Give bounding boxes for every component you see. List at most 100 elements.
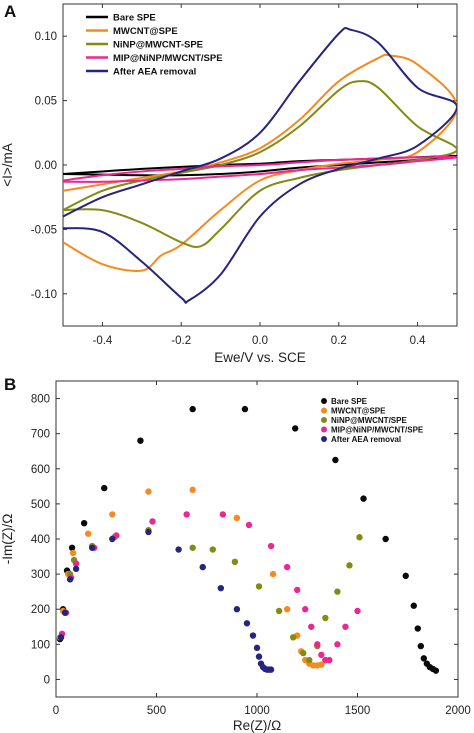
data-point-mwcnt-spe <box>283 606 291 613</box>
data-point-bare-spe <box>417 642 425 650</box>
data-point-after-aea-removal <box>199 563 206 571</box>
data-point-mip-ninp-mwcnt-spe <box>267 542 275 550</box>
data-point-after-aea-removal <box>175 546 182 553</box>
data-point-mip-ninp-mwcnt-spe <box>314 641 321 648</box>
data-point-mip-ninp-mwcnt-spe <box>308 623 315 630</box>
legend-marker <box>321 407 327 414</box>
data-point-mip-ninp-mwcnt-spe <box>342 623 349 630</box>
x-tick-label: -0.2 <box>171 335 191 347</box>
y-tick-label: 300 <box>31 569 50 581</box>
data-point-mwcnt-spe <box>233 514 241 522</box>
y-tick-label: 0.00 <box>35 160 57 172</box>
data-point-mip-ninp-mwcnt-spe <box>149 518 156 525</box>
y-axis-label: -Im(Z)/Ω <box>0 514 15 565</box>
data-point-bare-spe <box>241 405 249 413</box>
data-point-mwcnt-spe <box>189 486 196 494</box>
legend-label: MWCNT@SPE <box>113 26 178 37</box>
data-point-after-aea-removal <box>253 644 261 652</box>
data-point-mip-ninp-mwcnt-spe <box>334 641 341 648</box>
data-point-after-aea-removal <box>109 535 116 543</box>
x-tick-label: 1000 <box>244 705 270 717</box>
y-tick-label: 100 <box>31 639 50 651</box>
data-point-mip-ninp-mwcnt-spe <box>219 511 227 518</box>
data-point-bare-spe <box>68 544 76 551</box>
legend-label: NiNP@MWCNT-SPE <box>113 40 203 51</box>
x-tick-label: -0.4 <box>92 335 112 347</box>
series-line-after-aea-removal <box>63 26 457 304</box>
legend-label: MIP@NiNP/MWCNT/SPE <box>113 53 223 64</box>
x-axis-label: Re(Z)/Ω <box>233 718 281 733</box>
data-point-mip-ninp-mwcnt-spe <box>326 656 333 664</box>
x-tick-label: 0.2 <box>331 335 347 347</box>
legend-label: NiNP@MWCNT/SPE <box>331 416 407 425</box>
data-point-ninp-mwcnt-spe <box>231 558 239 566</box>
data-point-after-aea-removal <box>88 544 96 551</box>
data-point-ninp-mwcnt-spe <box>189 544 196 551</box>
data-point-mwcnt-spe <box>109 511 116 518</box>
data-point-after-aea-removal <box>217 584 225 592</box>
data-point-ninp-mwcnt-spe <box>255 583 263 590</box>
data-point-ninp-mwcnt-spe <box>322 614 329 622</box>
data-point-ninp-mwcnt-spe <box>334 588 341 595</box>
data-point-after-aea-removal <box>233 606 241 613</box>
y-tick-label: 0.10 <box>35 31 57 43</box>
data-point-after-aea-removal <box>267 666 275 673</box>
x-tick-label: 1500 <box>345 705 371 717</box>
data-point-bare-spe <box>382 535 389 543</box>
data-point-bare-spe <box>402 572 409 580</box>
data-point-mwcnt-spe <box>318 661 325 668</box>
data-point-bare-spe <box>410 602 417 609</box>
data-point-after-aea-removal <box>61 609 69 616</box>
data-point-mip-ninp-mwcnt-spe <box>283 563 291 571</box>
data-point-bare-spe <box>291 425 299 432</box>
data-point-mwcnt-spe <box>145 488 152 495</box>
data-point-ninp-mwcnt-spe <box>289 634 297 641</box>
legend-label: MIP@NiNP/MWCNT/SPE <box>331 426 424 435</box>
y-tick-label: 800 <box>31 394 50 406</box>
data-point-after-aea-removal <box>57 634 65 641</box>
data-point-ninp-mwcnt-spe <box>275 607 283 615</box>
data-point-bare-spe <box>101 484 108 492</box>
y-axis-label: <I>/mA <box>0 143 15 187</box>
y-tick-label: 400 <box>31 534 50 546</box>
y-tick-label: 600 <box>31 464 50 476</box>
x-tick-label: 0 <box>53 705 59 717</box>
x-tick-label: 0.4 <box>410 335 427 347</box>
panel-b: B 0 500 1000 1500 2000 0 100 200 300 400 500 600 700 8… <box>0 375 471 733</box>
data-point-mip-ninp-mwcnt-spe <box>302 606 309 613</box>
data-point-after-aea-removal <box>72 565 80 573</box>
panel-letter: B <box>4 375 16 394</box>
legend-label: MWCNT@SPE <box>331 407 386 416</box>
data-point-after-aea-removal <box>255 653 263 660</box>
data-point-ninp-mwcnt-spe <box>300 649 307 657</box>
data-point-bare-spe <box>332 456 339 464</box>
data-point-bare-spe <box>360 495 367 502</box>
data-layer <box>63 26 457 304</box>
data-point-bare-spe <box>189 405 196 413</box>
data-point-after-aea-removal <box>145 528 152 536</box>
y-tick-label: 700 <box>31 429 50 441</box>
data-point-after-aea-removal <box>249 632 257 639</box>
panel-letter: A <box>4 2 16 21</box>
data-point-bare-spe <box>414 625 421 632</box>
x-axis-label: Ewe/V vs. SCE <box>214 350 306 365</box>
legend-label: Bare SPE <box>331 397 368 406</box>
data-point-after-aea-removal <box>66 576 74 583</box>
data-point-mwcnt-spe <box>84 530 92 537</box>
legend-marker <box>321 398 327 404</box>
x-tick-label: 0.0 <box>252 335 268 347</box>
data-point-bare-spe <box>420 655 428 662</box>
y-tick-label: -0.10 <box>31 289 57 301</box>
legend-marker <box>321 426 327 433</box>
data-point-mip-ninp-mwcnt-spe <box>318 651 325 659</box>
y-tick-label: 500 <box>31 499 50 511</box>
legend-label: After AEA removal <box>113 67 196 78</box>
y-tick-label: 0 <box>44 674 50 686</box>
data-point-ninp-mwcnt-spe <box>209 546 216 553</box>
data-point-mip-ninp-mwcnt-spe <box>245 521 253 529</box>
data-point-bare-spe <box>137 437 144 444</box>
data-point-mwcnt-spe <box>269 570 277 578</box>
data-point-after-aea-removal <box>243 620 251 627</box>
data-point-ninp-mwcnt-spe <box>306 656 313 664</box>
